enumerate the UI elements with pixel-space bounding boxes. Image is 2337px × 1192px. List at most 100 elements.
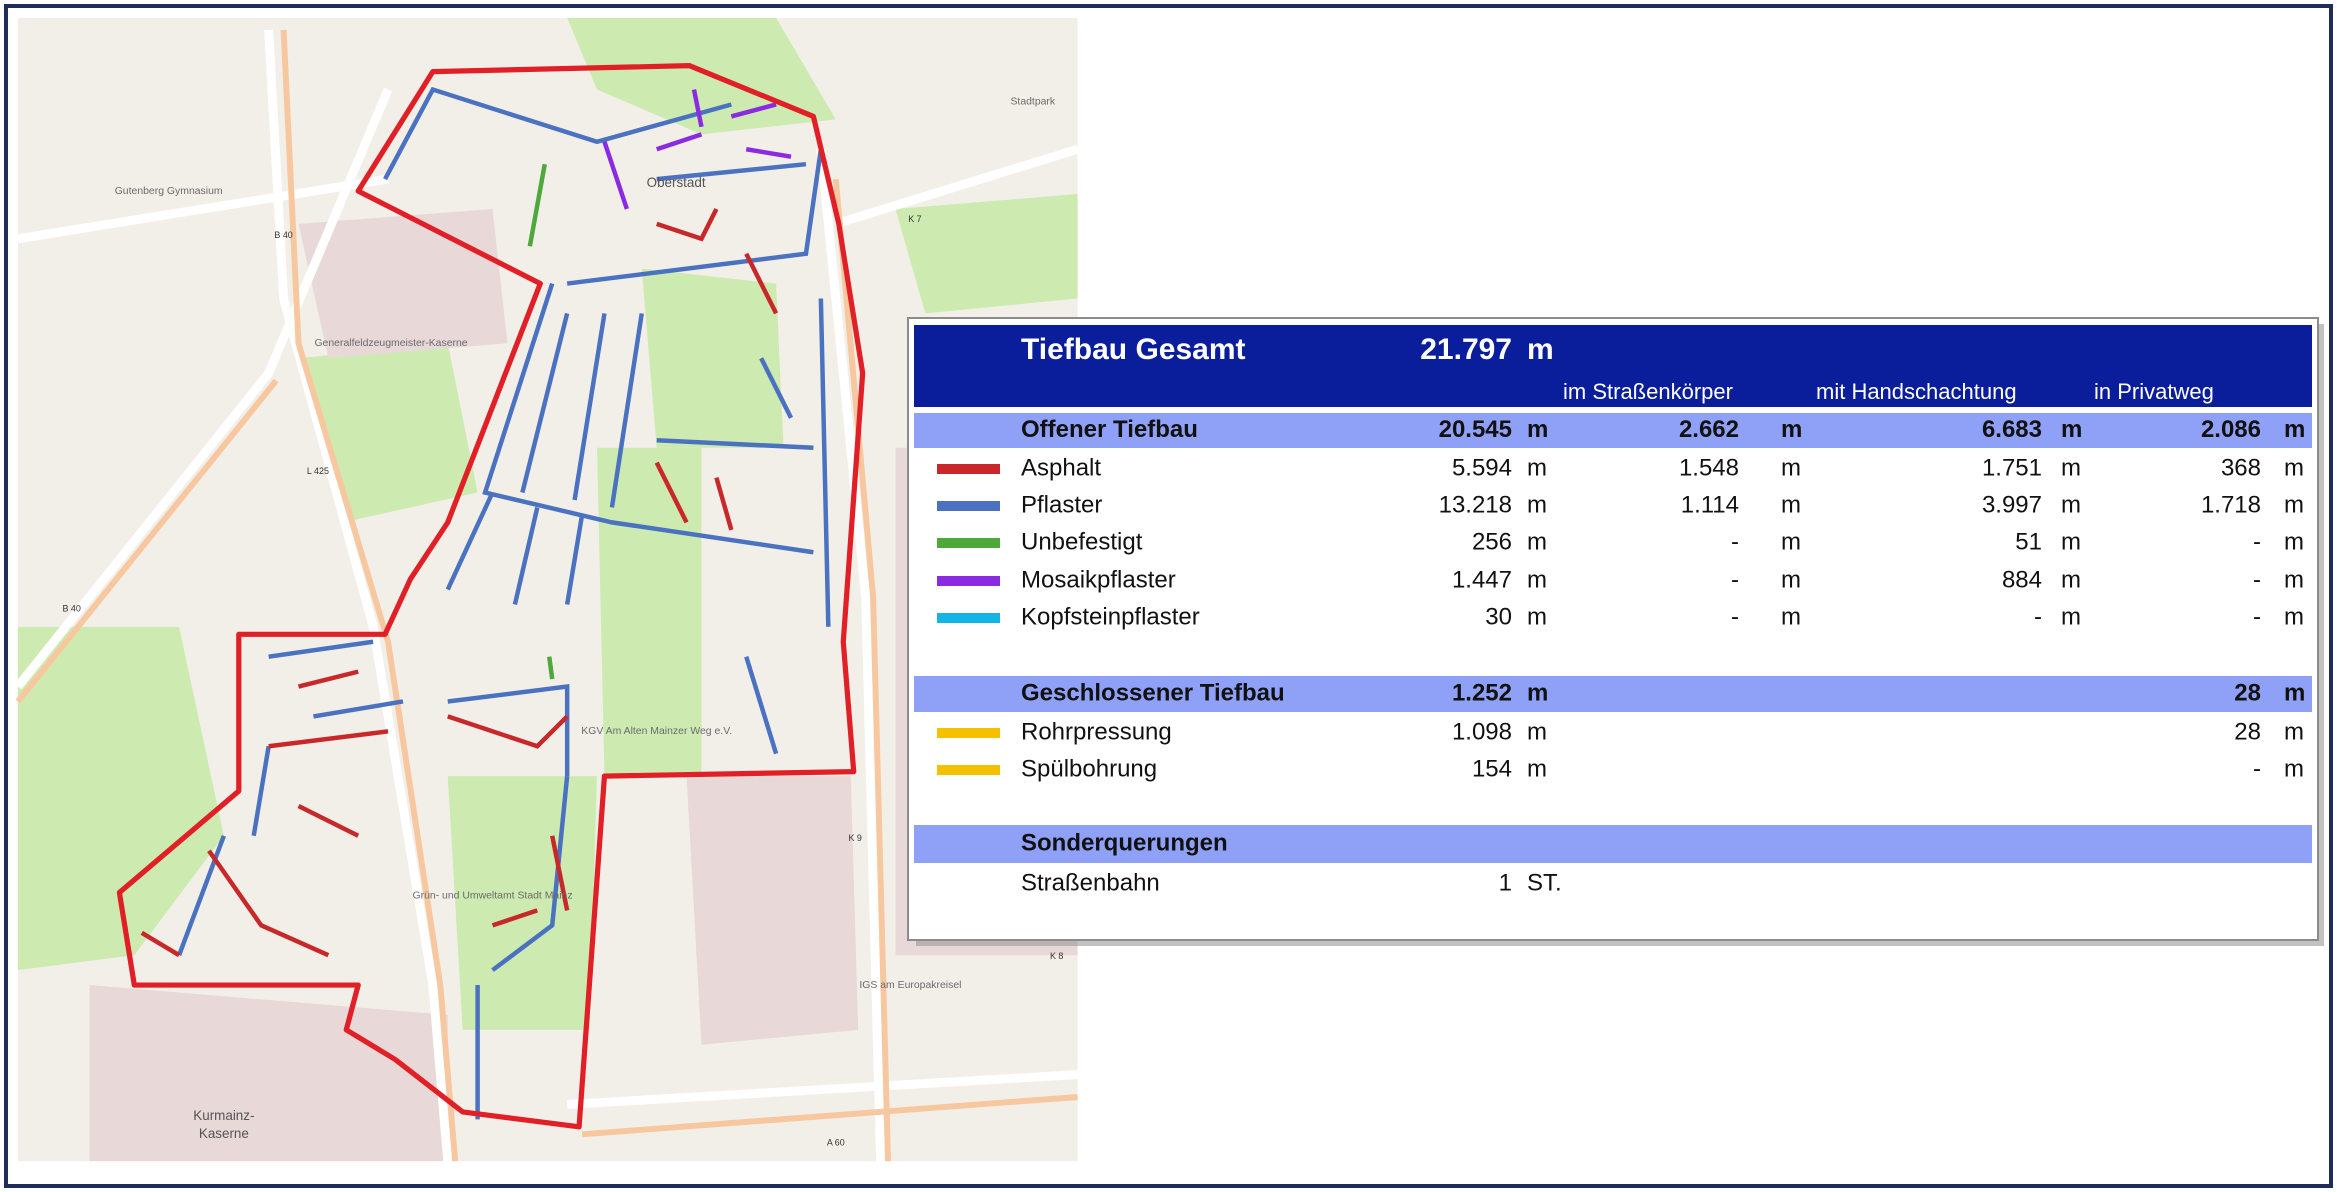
cell-unit: m bbox=[2061, 566, 2081, 593]
cell-value: - bbox=[2253, 528, 2261, 555]
map-label: Kurmainz- bbox=[193, 1108, 254, 1123]
map-label: Kaserne bbox=[199, 1126, 249, 1141]
map-mosaik-lines bbox=[602, 89, 792, 210]
section-band bbox=[914, 825, 2312, 863]
map-roads bbox=[14, 29, 1079, 1162]
cell-unit: m bbox=[1781, 416, 1802, 443]
map-label: Oberstadt bbox=[647, 175, 706, 190]
cell-unit: m bbox=[1527, 603, 1547, 630]
map-label: Grün- und Umweltamt Stadt Mainz bbox=[412, 890, 572, 901]
road-number: K 8 bbox=[1050, 951, 1063, 961]
cell-value: 13.218 bbox=[1439, 491, 1512, 518]
table: Tiefbau Gesamt 21.797 m im Straßenkörper mit… bbox=[914, 333, 2312, 896]
cell-value: - bbox=[2034, 603, 2042, 630]
cell-unit: m bbox=[2284, 679, 2305, 706]
section-band bbox=[914, 676, 2312, 712]
cell-unit: m bbox=[1781, 603, 1801, 630]
cell-unit: m bbox=[1527, 718, 1547, 745]
map-label: Gutenberg Gymnasium bbox=[115, 186, 223, 197]
cell-unit: m bbox=[2061, 528, 2081, 555]
cell-value: - bbox=[2253, 603, 2261, 630]
project-boundary bbox=[116, 63, 866, 1130]
legend-swatch bbox=[937, 613, 1000, 623]
map-pflaster-lines bbox=[177, 86, 831, 1120]
row-label: Rohrpressung bbox=[1021, 718, 1172, 745]
row-label: Mosaikpflaster bbox=[1021, 566, 1176, 593]
cell-unit: m bbox=[1527, 491, 1547, 518]
cell-value: 1.718 bbox=[2201, 491, 2261, 518]
cell-value: 154 bbox=[1472, 755, 1512, 782]
cell-unit: m bbox=[2284, 603, 2304, 630]
row-label: Kopfsteinpflaster bbox=[1021, 603, 1200, 630]
cell-unit: m bbox=[2061, 416, 2082, 443]
map-asphalt-lines bbox=[140, 207, 779, 958]
legend-swatch bbox=[937, 576, 1000, 586]
cell-value: 28 bbox=[2234, 679, 2261, 706]
cell-value: - bbox=[1731, 566, 1739, 593]
cell-value: 368 bbox=[2221, 454, 2261, 481]
cell-value: 2.086 bbox=[2201, 416, 2261, 443]
cell-unit: m bbox=[1527, 416, 1548, 443]
map-label: IGS am Europakreisel bbox=[859, 980, 961, 991]
cell-value: - bbox=[2253, 755, 2261, 782]
cell-value: 1.252 bbox=[1452, 679, 1512, 706]
row-label: Spülbohrung bbox=[1021, 755, 1157, 782]
row-label: Unbefestigt bbox=[1021, 528, 1143, 555]
cell-value: 6.683 bbox=[1982, 416, 2042, 443]
cell-unit: m bbox=[2061, 603, 2081, 630]
cell-unit: m bbox=[2284, 566, 2304, 593]
cell-value: 28 bbox=[2234, 718, 2261, 745]
cell-unit: m bbox=[1527, 679, 1548, 706]
section-label: Sonderquerungen bbox=[1021, 829, 1228, 856]
map-label: Stadtpark bbox=[1010, 96, 1055, 107]
cell-value: 1.098 bbox=[1452, 718, 1512, 745]
legend-swatch bbox=[937, 765, 1000, 775]
cell-unit: m bbox=[2061, 454, 2081, 481]
cell-unit: m bbox=[2284, 416, 2305, 443]
cell-value: - bbox=[2253, 566, 2261, 593]
road-number: L 425 bbox=[307, 466, 329, 476]
cell-unit: m bbox=[1527, 528, 1547, 555]
cell-value: 5.594 bbox=[1452, 454, 1512, 481]
legend-swatch bbox=[937, 464, 1000, 474]
section-label: Geschlossener Tiefbau bbox=[1021, 679, 1285, 706]
row-label: Pflaster bbox=[1021, 491, 1102, 518]
legend-swatch bbox=[937, 538, 1000, 548]
cell-unit: m bbox=[2284, 454, 2304, 481]
cell-unit: m bbox=[1527, 755, 1547, 782]
road-number: B 40 bbox=[62, 603, 80, 613]
cell-value: 1.751 bbox=[1982, 454, 2042, 481]
cell-unit: m bbox=[2284, 528, 2304, 555]
cell-value: 2.662 bbox=[1679, 416, 1739, 443]
cell-unit: ST. bbox=[1527, 869, 1562, 896]
cell-unit: m bbox=[2061, 491, 2081, 518]
cell-value: - bbox=[1731, 528, 1739, 555]
legend-swatch bbox=[937, 728, 1000, 738]
table-header-band bbox=[914, 325, 2312, 407]
cell-value: 1.447 bbox=[1452, 566, 1512, 593]
cell-value: 30 bbox=[1485, 603, 1512, 630]
road-number: K 7 bbox=[908, 214, 921, 224]
cell-value: 256 bbox=[1472, 528, 1512, 555]
map-unbefestigt-lines bbox=[527, 163, 555, 680]
cell-value: 1 bbox=[1499, 869, 1512, 896]
cell-unit: m bbox=[1781, 491, 1801, 518]
cell-unit: m bbox=[1781, 454, 1801, 481]
cell-unit: m bbox=[2284, 491, 2304, 518]
column-header: mit Handschachtung bbox=[1816, 379, 2017, 404]
cell-unit: m bbox=[2284, 718, 2304, 745]
total-value: 21.797 bbox=[1420, 333, 1512, 366]
section-band bbox=[914, 413, 2312, 448]
cell-value: 3.997 bbox=[1982, 491, 2042, 518]
cell-unit: m bbox=[1527, 566, 1547, 593]
cell-unit: m bbox=[1527, 454, 1547, 481]
cell-unit: m bbox=[1781, 528, 1801, 555]
cell-value: 1.114 bbox=[1681, 491, 1739, 518]
legend-swatch bbox=[937, 501, 1000, 511]
row-label: Straßenbahn bbox=[1021, 869, 1160, 896]
cell-value: 51 bbox=[2015, 528, 2042, 555]
cell-value: 884 bbox=[2002, 566, 2042, 593]
column-header: in Privatweg bbox=[2094, 379, 2214, 404]
